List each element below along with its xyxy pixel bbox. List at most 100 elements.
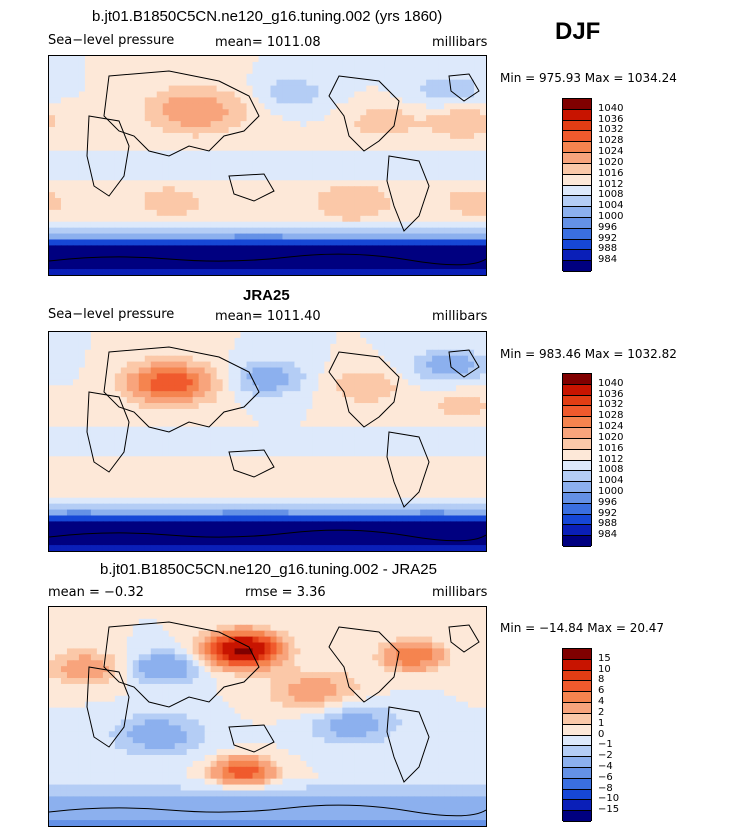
contour-cell bbox=[174, 127, 182, 134]
contour-cell bbox=[462, 73, 469, 81]
contour-cell bbox=[342, 468, 349, 475]
contour-cell bbox=[432, 468, 439, 475]
contour-cell bbox=[138, 456, 146, 463]
contour-cell bbox=[240, 391, 248, 398]
contour-cell bbox=[282, 85, 290, 93]
contour-cell bbox=[288, 115, 296, 122]
contour-cell bbox=[72, 474, 80, 481]
contour-cell bbox=[372, 186, 379, 193]
contour-cell bbox=[168, 180, 176, 187]
contour-cell bbox=[126, 85, 134, 93]
contour-cell bbox=[360, 61, 367, 69]
contour-cell bbox=[402, 337, 409, 345]
contour-cell bbox=[258, 349, 266, 357]
contour-cell bbox=[258, 491, 266, 499]
contour-cell bbox=[96, 180, 104, 187]
contour-cell bbox=[234, 168, 242, 175]
contour-cell bbox=[216, 85, 224, 93]
contour-cell bbox=[240, 174, 248, 181]
contour-cell bbox=[450, 456, 457, 463]
contour-cell bbox=[288, 257, 296, 264]
contour-cell bbox=[468, 221, 475, 229]
contour-cell bbox=[114, 468, 122, 475]
contour-cell bbox=[180, 349, 188, 357]
contour-cell bbox=[168, 203, 176, 211]
contour-cell bbox=[324, 162, 331, 170]
contour-cell bbox=[66, 186, 74, 193]
contour-cell bbox=[276, 450, 284, 457]
contour-cell bbox=[162, 408, 170, 416]
contour-cell bbox=[456, 343, 463, 351]
contour-cell bbox=[174, 474, 182, 481]
contour-cell bbox=[66, 257, 74, 264]
contour-cell bbox=[450, 174, 457, 181]
contour-cell bbox=[84, 263, 92, 270]
contour-cell bbox=[468, 209, 475, 217]
contour-cell bbox=[144, 361, 152, 369]
contour-cell bbox=[462, 109, 469, 116]
contour-cell bbox=[222, 61, 230, 69]
contour-cell bbox=[246, 198, 254, 205]
contour-cell bbox=[246, 337, 254, 345]
contour-cell bbox=[156, 367, 164, 375]
contour-cell bbox=[240, 509, 248, 517]
contour-cell bbox=[228, 56, 236, 63]
contour-cell bbox=[450, 343, 457, 351]
colorbar-label: 1024 bbox=[598, 146, 624, 158]
contour-cell bbox=[168, 209, 176, 217]
contour-cell bbox=[372, 215, 379, 223]
contour-cell bbox=[186, 432, 194, 440]
contour-cell bbox=[396, 150, 403, 158]
contour-cell bbox=[282, 432, 290, 440]
contour-cell bbox=[318, 97, 325, 104]
contour-cell bbox=[384, 192, 391, 199]
contour-cell bbox=[330, 397, 337, 404]
contour-cell bbox=[396, 127, 403, 134]
contour-cell bbox=[420, 349, 427, 357]
contour-cell bbox=[54, 503, 62, 511]
contour-cell bbox=[222, 373, 230, 380]
contour-cell bbox=[252, 456, 260, 463]
contour-cell bbox=[60, 367, 68, 375]
contour-cell bbox=[330, 391, 337, 398]
contour-cell bbox=[366, 162, 373, 170]
contour-cell bbox=[186, 109, 194, 116]
contour-cell bbox=[126, 73, 134, 81]
contour-cell bbox=[90, 379, 98, 386]
contour-cell bbox=[318, 379, 325, 386]
contour-field bbox=[49, 332, 486, 551]
contour-cell bbox=[234, 414, 242, 422]
contour-cell bbox=[396, 432, 403, 440]
contour-cell bbox=[210, 203, 218, 211]
contour-cell bbox=[276, 397, 284, 404]
contour-cell bbox=[324, 227, 331, 235]
contour-cell bbox=[96, 162, 104, 170]
contour-cell bbox=[192, 162, 200, 170]
contour-cell bbox=[162, 91, 170, 99]
contour-cell bbox=[138, 269, 146, 275]
contour-cell bbox=[90, 180, 98, 187]
contour-cell bbox=[216, 61, 224, 69]
contour-cell bbox=[228, 79, 236, 87]
contour-cell bbox=[120, 73, 128, 81]
contour-cell bbox=[252, 251, 260, 258]
contour-cell bbox=[444, 180, 451, 187]
contour-cell bbox=[60, 73, 68, 81]
contour-cell bbox=[132, 127, 140, 134]
contour-cell bbox=[114, 349, 122, 357]
contour-cell bbox=[96, 462, 104, 469]
contour-cell bbox=[162, 349, 170, 357]
contour-cell bbox=[264, 391, 272, 398]
contour-cell bbox=[96, 227, 104, 235]
contour-cell bbox=[330, 209, 337, 217]
contour-cell bbox=[252, 121, 260, 128]
contour-cell bbox=[54, 73, 62, 81]
contour-cell bbox=[210, 156, 218, 164]
contour-cell bbox=[204, 150, 212, 158]
contour-cell bbox=[108, 391, 116, 398]
contour-cell bbox=[240, 420, 248, 428]
contour-cell bbox=[264, 491, 272, 499]
contour-cell bbox=[156, 432, 164, 440]
contour-cell bbox=[144, 79, 152, 87]
contour-cell bbox=[204, 162, 212, 170]
